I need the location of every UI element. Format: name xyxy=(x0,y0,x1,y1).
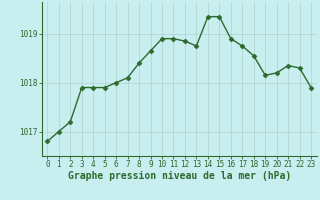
X-axis label: Graphe pression niveau de la mer (hPa): Graphe pression niveau de la mer (hPa) xyxy=(68,171,291,181)
